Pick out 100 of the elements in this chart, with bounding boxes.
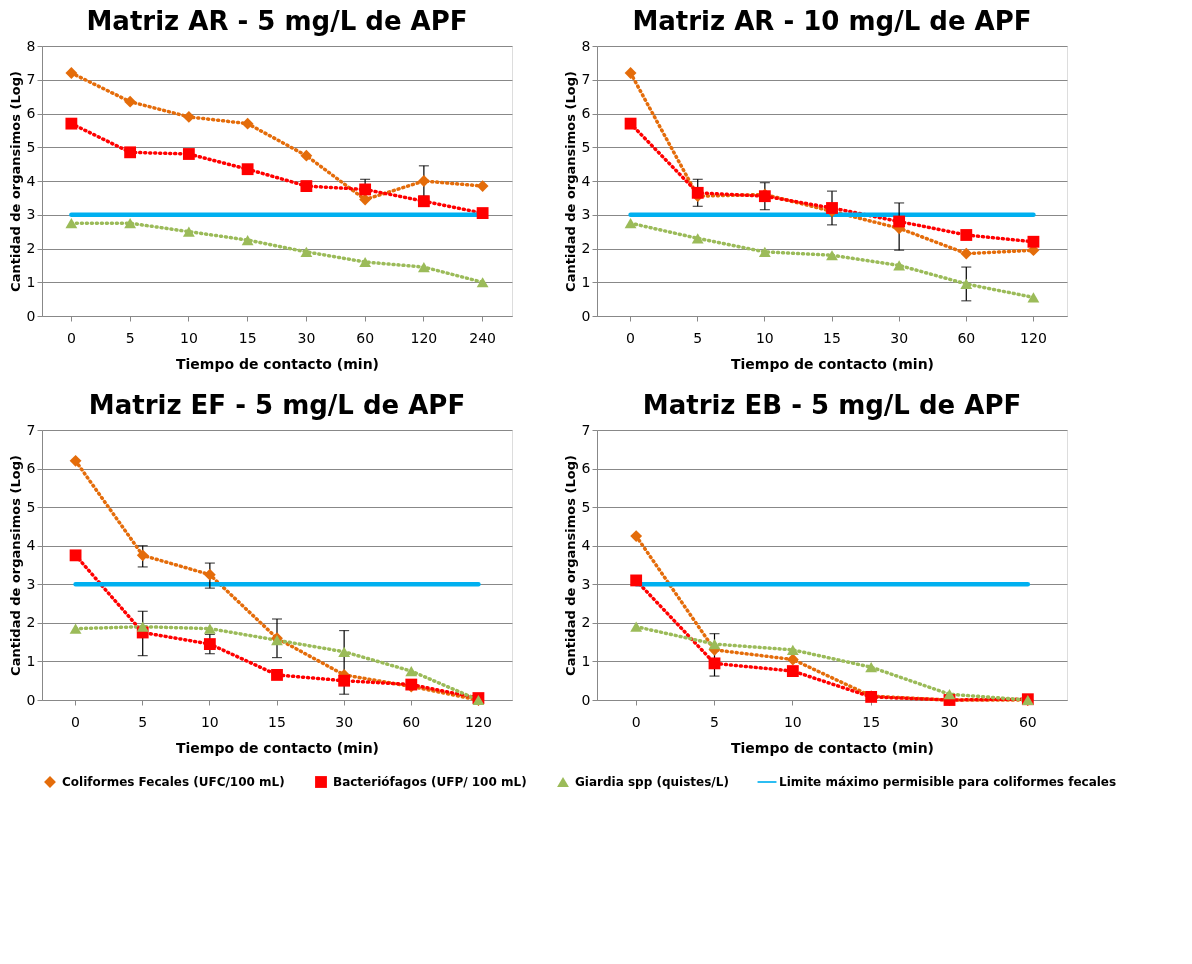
point xyxy=(271,669,283,681)
point xyxy=(65,67,78,79)
y-tick-label: 1 xyxy=(581,652,591,669)
point xyxy=(624,218,637,229)
x-tick-label: 0 xyxy=(66,329,76,346)
point xyxy=(630,530,643,542)
point xyxy=(691,186,704,199)
x-tick-label: 30 xyxy=(890,329,909,346)
x-tick-label: 30 xyxy=(335,713,354,730)
y-tick-label: 2 xyxy=(26,614,36,631)
x-tick-label: 5 xyxy=(693,329,703,346)
point xyxy=(476,207,489,219)
chart-title: Matriz AR - 10 mg/L de APF xyxy=(632,6,1032,36)
point xyxy=(182,110,195,123)
point xyxy=(65,218,78,229)
point xyxy=(826,202,838,214)
point xyxy=(417,175,430,187)
x-tick-label: 5 xyxy=(710,713,719,730)
point xyxy=(359,183,372,196)
chart-title: Matriz EF - 5 mg/L de APF xyxy=(88,390,466,420)
y-tick-label: 7 xyxy=(581,71,591,88)
y-tick-label: 1 xyxy=(26,652,36,669)
point xyxy=(630,621,643,632)
point xyxy=(1027,292,1040,303)
legend-label: Giardia spp (quistes/L) xyxy=(575,775,729,789)
y-axis-title: Cantidad de organsimos (Log) xyxy=(562,71,578,292)
point xyxy=(417,195,430,208)
y-tick-label: 5 xyxy=(26,498,36,515)
y-tick-label: 2 xyxy=(581,614,591,631)
point xyxy=(476,180,489,192)
x-tick-label: 15 xyxy=(862,713,881,730)
y-tick-label: 8 xyxy=(26,37,36,54)
x-tick-label: 0 xyxy=(71,713,81,730)
x-axis-title: Tiempo de contacto (min) xyxy=(731,739,934,756)
y-tick-label: 4 xyxy=(26,537,36,554)
x-tick-label: 0 xyxy=(631,713,641,730)
y-tick-label: 2 xyxy=(26,240,36,256)
point xyxy=(241,163,254,176)
y-tick-label: 3 xyxy=(26,206,36,223)
x-tick-label: 60 xyxy=(957,329,976,346)
y-tick-label: 6 xyxy=(581,105,591,121)
y-tick-label: 1 xyxy=(581,273,591,290)
point xyxy=(476,277,489,288)
y-tick-label: 5 xyxy=(581,498,591,515)
x-tick-label: 10 xyxy=(179,329,198,346)
point xyxy=(865,662,878,673)
point xyxy=(69,623,82,634)
point xyxy=(241,117,254,130)
point xyxy=(182,226,195,237)
point xyxy=(241,234,254,246)
point xyxy=(943,689,956,700)
x-tick-label: 10 xyxy=(783,713,802,730)
x-tick-label: 10 xyxy=(200,713,219,730)
y-tick-label: 7 xyxy=(581,421,591,438)
point xyxy=(182,148,195,160)
point xyxy=(1027,235,1040,248)
y-tick-label: 4 xyxy=(581,537,591,554)
x-tick-label: 120 xyxy=(1020,329,1047,346)
y-tick-label: 4 xyxy=(581,172,591,189)
y-tick-label: 0 xyxy=(26,691,36,708)
x-tick-label: 15 xyxy=(268,713,286,730)
chart-title: Matriz AR - 5 mg/L de APF xyxy=(86,6,468,36)
x-tick-label: 30 xyxy=(297,329,316,346)
legend-label: Coliformes Fecales (UFC/100 mL) xyxy=(62,775,285,789)
x-tick-label: 240 xyxy=(469,329,496,346)
x-tick-label: 5 xyxy=(138,713,148,730)
x-tick-label: 60 xyxy=(1018,713,1037,730)
x-tick-label: 60 xyxy=(402,713,421,730)
point xyxy=(69,454,82,467)
y-tick-label: 3 xyxy=(26,575,36,592)
point xyxy=(405,665,418,677)
point xyxy=(203,623,216,634)
y-tick-label: 8 xyxy=(581,37,591,54)
x-tick-label: 0 xyxy=(626,329,636,346)
y-tick-label: 0 xyxy=(581,691,591,708)
point xyxy=(359,256,372,268)
point xyxy=(893,215,906,228)
x-axis-title: Tiempo de contacto (min) xyxy=(731,355,934,372)
y-tick-label: 6 xyxy=(581,460,591,477)
point xyxy=(65,117,78,130)
x-tick-label: 120 xyxy=(465,713,492,730)
point xyxy=(826,250,838,261)
point xyxy=(69,549,82,562)
y-tick-label: 4 xyxy=(26,172,36,189)
point xyxy=(124,95,137,108)
point xyxy=(417,261,430,273)
x-tick-label: 5 xyxy=(125,329,135,346)
y-tick-label: 2 xyxy=(581,240,591,256)
y-axis-title: Cantidad de organsimos (Log) xyxy=(7,71,23,292)
point xyxy=(136,621,149,632)
point xyxy=(300,246,313,257)
point xyxy=(338,646,351,657)
point xyxy=(338,674,351,687)
y-tick-label: 6 xyxy=(26,105,36,121)
point xyxy=(960,278,973,290)
legend-label: Limite máximo permisible para coliformes fecales xyxy=(779,775,1117,789)
x-tick-label: 120 xyxy=(410,329,438,346)
y-axis-title: Cantidad de organsimos (Log) xyxy=(562,455,578,676)
point xyxy=(300,180,313,192)
point xyxy=(960,247,973,260)
